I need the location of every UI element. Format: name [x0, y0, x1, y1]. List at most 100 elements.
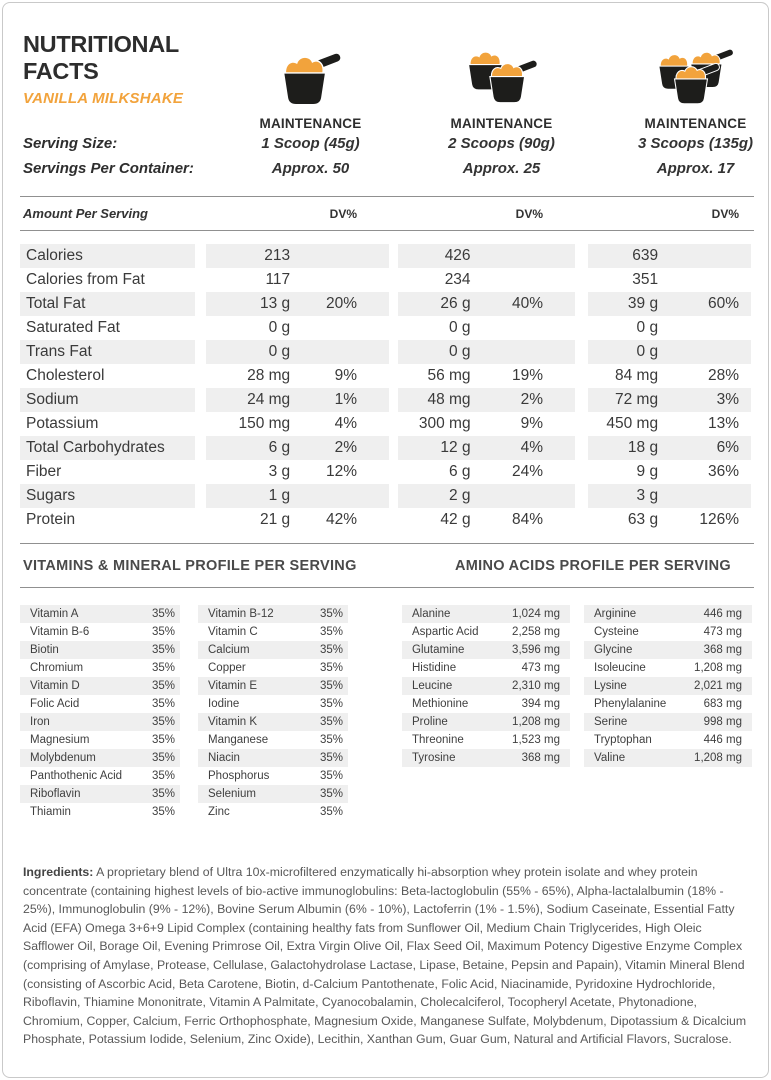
amount-1: 6 g	[268, 439, 291, 456]
amino-acid-value: 2,310 mg	[512, 680, 560, 692]
nutrient-value-col3: 450 mg 13%	[588, 412, 751, 436]
amount-2: 2 g	[449, 487, 471, 504]
vitamin-value: 35%	[319, 608, 343, 620]
amino-acid-row: Tryptophan 446 mg	[584, 731, 752, 749]
title-block: NUTRITIONAL FACTS VANILLA MILKSHAKE	[20, 31, 195, 107]
vitamin-name: Vitamin K	[208, 716, 258, 728]
amino-acid-name: Tyrosine	[412, 752, 456, 764]
vitamin-name: Vitamin D	[30, 680, 80, 692]
vitamin-value: 35%	[319, 806, 343, 818]
vitamin-name: Thiamin	[30, 806, 71, 818]
nutrient-name: Sodium	[20, 388, 195, 412]
three-scoops-icon	[614, 47, 771, 107]
amino-acid-value: 1,208 mg	[512, 716, 560, 728]
amino-acid-value: 1,523 mg	[512, 734, 560, 746]
amount-1: 213	[264, 247, 291, 264]
dv-3: 28%	[707, 367, 739, 384]
vitamin-name: Vitamin B-6	[30, 626, 90, 638]
dv-1: 12%	[325, 463, 357, 480]
vitamin-row: Panthothenic Acid 35%	[20, 767, 180, 785]
vitamin-row: Zinc 35%	[198, 803, 348, 821]
amino-acid-value: 683 mg	[703, 698, 742, 710]
nutrition-row: Total Carbohydrates 6 g 2% 12 g 4% 18 g …	[20, 436, 754, 460]
plan-label-3: MAINTENANCE	[644, 116, 747, 131]
nutrition-row: Sodium 24 mg 1% 48 mg 2% 72 mg 3%	[20, 388, 754, 412]
vitamin-name: Copper	[208, 662, 246, 674]
vitamin-row: Calcium 35%	[198, 641, 348, 659]
nutrient-value-col1: 213	[206, 244, 389, 268]
nutrient-name: Fiber	[26, 463, 62, 480]
amino-acid-value: 1,208 mg	[694, 752, 742, 764]
amino-acid-name: Glycine	[594, 644, 633, 656]
amino-acid-row: Glutamine 3,596 mg	[402, 641, 570, 659]
amino-acid-name: Phenylalanine	[594, 698, 667, 710]
nutrient-value-col1: 117	[206, 268, 389, 292]
nutrient-value-col1: 3 g 12%	[206, 460, 389, 484]
nutrition-row: Calories from Fat 117 234 351	[20, 268, 754, 292]
amino-acid-row: Threonine 1,523 mg	[402, 731, 570, 749]
nutrition-row: Fiber 3 g 12% 6 g 24% 9 g 36%	[20, 460, 754, 484]
nutrient-name: Saturated Fat	[26, 319, 120, 336]
amino-acid-row: Valine 1,208 mg	[584, 749, 752, 767]
nutrient-name: Sugars	[20, 484, 195, 508]
one-scoop-icon	[219, 47, 402, 107]
ingredients-text: A proprietary blend of Ultra 10x-microfi…	[23, 865, 747, 1047]
vitamin-row: Biotin 35%	[20, 641, 180, 659]
nutrient-value-col2: 0 g	[398, 316, 575, 340]
vitamins-section-title: VITAMINS & MINERAL PROFILE PER SERVING	[23, 557, 357, 574]
nutrient-value-col3: 63 g 126%	[588, 508, 751, 532]
amount-per-serving-label: Amount Per Serving	[23, 206, 148, 221]
nutrient-value-col1: 28 mg 9%	[206, 364, 389, 388]
nutrient-value-col3: 84 mg 28%	[588, 364, 751, 388]
nutrient-value-col1: 6 g 2%	[206, 436, 389, 460]
nutrient-value-col3: 72 mg 3%	[588, 388, 751, 412]
amino-acid-name: Glutamine	[412, 644, 465, 656]
amount-3: 9 g	[636, 463, 659, 480]
vitamin-value: 35%	[151, 788, 175, 800]
vitamin-row: Chromium 35%	[20, 659, 180, 677]
vitamin-value: 35%	[319, 662, 343, 674]
nutrient-value-col2: 426	[398, 244, 575, 268]
amino-acid-name: Isoleucine	[594, 662, 646, 674]
amino-acid-value: 3,596 mg	[512, 644, 560, 656]
amount-per-serving-band: Amount Per Serving DV% DV% DV%	[20, 196, 754, 231]
ingredients-label: Ingredients:	[23, 865, 94, 879]
vitamin-row: Selenium 35%	[198, 785, 348, 803]
vitamin-value: 35%	[151, 662, 175, 674]
amino-acid-value: 446 mg	[703, 608, 742, 620]
amino-acid-name: Cysteine	[594, 626, 639, 638]
vitamin-value: 35%	[151, 680, 175, 692]
vitamin-row: Thiamin 35%	[20, 803, 180, 821]
vitamin-row: Vitamin K 35%	[198, 713, 348, 731]
amino-acid-row: Isoleucine 1,208 mg	[584, 659, 752, 677]
vitamin-value: 35%	[319, 788, 343, 800]
amino-acid-row: Lysine 2,021 mg	[584, 677, 752, 695]
amount-3: 72 mg	[614, 391, 659, 408]
vitamin-value: 35%	[151, 608, 175, 620]
dv-1: 1%	[334, 391, 357, 408]
vitamin-row: Phosphorus 35%	[198, 767, 348, 785]
nutrient-value-col3: 639	[588, 244, 751, 268]
flavor-subtitle: VANILLA MILKSHAKE	[23, 90, 184, 107]
nutrient-value-col3: 0 g	[588, 316, 751, 340]
amino-acid-name: Lysine	[594, 680, 627, 692]
servings-count-3: Approx. 17	[656, 160, 735, 177]
nutrient-value-col2: 12 g 4%	[398, 436, 575, 460]
dv-header-3: DV%	[711, 206, 739, 221]
nutrient-value-col1: 24 mg 1%	[206, 388, 389, 412]
amino-acid-row: Histidine 473 mg	[402, 659, 570, 677]
plan-label-2: MAINTENANCE	[450, 116, 553, 131]
dv-2: 19%	[511, 367, 543, 384]
nutrient-name: Calories	[20, 244, 195, 268]
vitamin-row: Vitamin E 35%	[198, 677, 348, 695]
vitamin-row: Folic Acid 35%	[20, 695, 180, 713]
serving-size-1: 1 Scoop (45g)	[261, 135, 360, 152]
amount-3: 3 g	[636, 487, 659, 504]
vitamin-value: 35%	[151, 734, 175, 746]
nutrient-value-col2: 56 mg 19%	[398, 364, 575, 388]
amino-acids-table-col1: Alanine 1,024 mg Aspartic Acid 2,258 mg …	[402, 605, 570, 767]
amino-acid-row: Phenylalanine 683 mg	[584, 695, 752, 713]
nutrient-name: Cholesterol	[26, 367, 105, 384]
vitamin-name: Selenium	[208, 788, 256, 800]
